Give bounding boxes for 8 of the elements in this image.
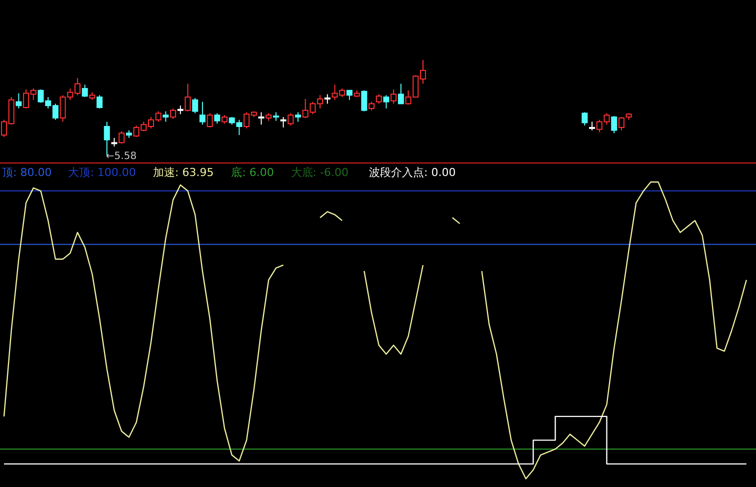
- annotation: ←5.58: [106, 151, 137, 162]
- series-label: 加速: 63.95: [153, 166, 214, 179]
- text: 大顶: 100.00: [68, 166, 136, 179]
- candlestick: [16, 92, 22, 109]
- text: 大底: -6.00: [290, 166, 348, 179]
- text: 顶: 80.00: [2, 166, 52, 179]
- text: 底: 6.00: [231, 166, 274, 179]
- text: 波段介入点: 0.00: [369, 166, 456, 179]
